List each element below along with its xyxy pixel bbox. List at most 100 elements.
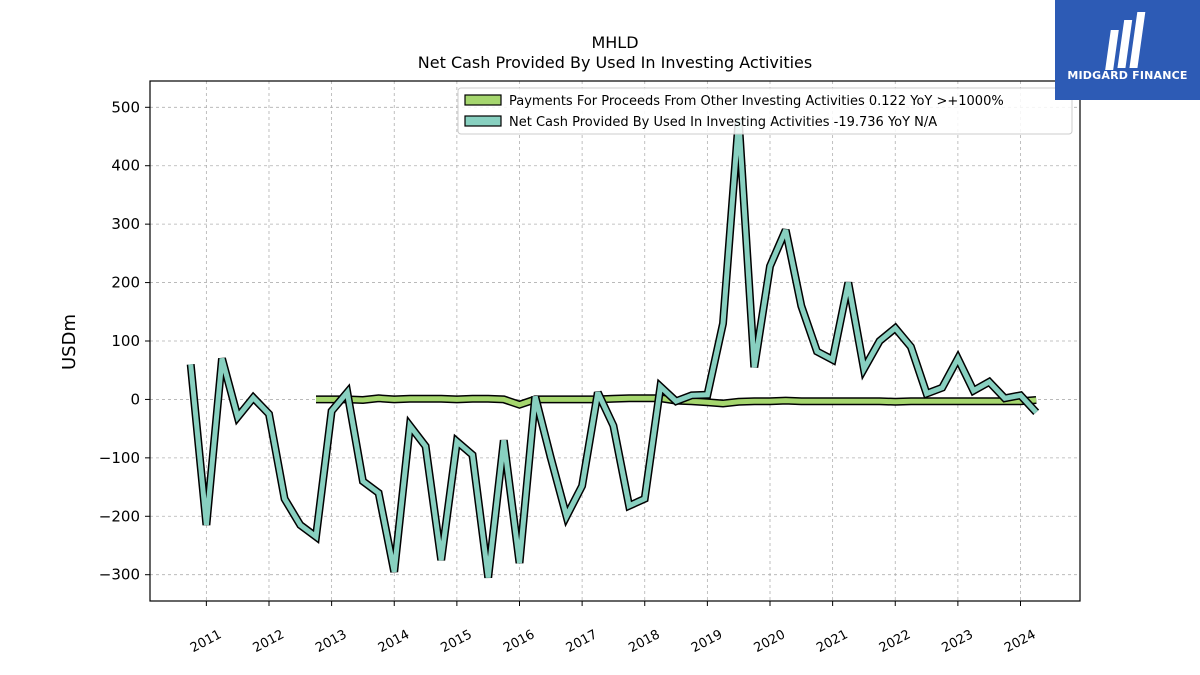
data-point [832,359,833,360]
y-tick-label: 400 [111,157,140,175]
x-tick-label: 2014 [376,627,412,656]
data-point [222,358,223,359]
y-axis: −300 −200 −100 0 100 200 300 400 500 [99,98,150,584]
data-point [456,399,457,400]
data-point [566,516,567,517]
data-point [535,396,536,397]
data-point [190,364,191,365]
data-point [832,401,833,402]
legend-box [457,87,1073,135]
data-point [989,381,990,382]
data-point [519,563,520,564]
y-tick-label: 500 [111,98,140,116]
y-tick-label: −100 [99,449,140,467]
data-point [441,398,442,399]
chart-subtitle: Net Cash Provided By Used In Investing A… [418,53,812,72]
data-point [770,266,771,267]
data-point [550,457,551,458]
data-point [863,369,864,370]
data-point [816,351,817,352]
data-point [942,387,943,388]
y-tick-label: 300 [111,215,140,233]
data-point [566,399,567,400]
data-point [331,399,332,400]
data-point [895,401,896,402]
data-point [284,498,285,499]
x-tick-label: 2021 [814,627,850,656]
data-point [362,400,363,401]
x-tick-label: 2023 [939,627,975,656]
data-point [707,394,708,395]
series-layer [186,118,1040,579]
data-point [910,401,911,402]
data-point [347,392,348,393]
data-point [394,399,395,400]
data-point [785,229,786,230]
data-point [253,397,254,398]
data-point [879,341,880,342]
legend: Payments For Proceeds From Other Investi… [457,87,1073,135]
y-tick-label: 200 [111,274,140,292]
data-point [362,481,363,482]
data-point [488,398,489,399]
data-point [394,571,395,572]
data-point [1004,398,1005,399]
data-point [409,425,410,426]
data-point [629,505,630,506]
data-point [770,401,771,402]
legend-label-net-investing: Net Cash Provided By Used In Investing A… [509,115,937,130]
data-point [879,401,880,402]
data-point [1036,400,1037,401]
data-point [206,525,207,526]
data-point [848,282,849,283]
x-tick-label: 2013 [313,627,349,656]
x-tick-label: 2016 [501,627,537,656]
data-point [425,446,426,447]
legend-label-other-investing: Payments For Proceeds From Other Investi… [509,94,1004,109]
data-point [926,393,927,394]
data-point [973,390,974,391]
grid-lines [150,81,1080,601]
data-point [926,401,927,402]
data-point [441,560,442,561]
x-tick-label: 2017 [564,627,600,656]
data-point [237,416,238,417]
x-tick-label: 2015 [438,627,474,656]
midgard-logo-icon [1105,12,1146,70]
data-point [723,323,724,324]
data-point [785,400,786,401]
data-point [472,398,473,399]
data-point [425,398,426,399]
data-point [613,425,614,426]
x-tick-label: 2019 [689,627,725,656]
series-line [188,118,1039,578]
data-point [691,395,692,396]
y-axis-label: USDm [59,314,80,370]
data-point [1036,412,1037,413]
x-tick-label: 2018 [626,627,662,656]
chart-title: MHLD [591,33,638,52]
data-point [957,401,958,402]
data-point [676,401,677,402]
data-point [582,399,583,400]
data-point [942,401,943,402]
data-point [300,525,301,526]
brand-name: MIDGARD FINANCE [1067,69,1188,82]
data-point [801,401,802,402]
brand-logo: MIDGARD FINANCE [1055,0,1200,100]
data-point [895,328,896,329]
data-point [848,401,849,402]
data-point [582,485,583,486]
data-point [910,346,911,347]
x-tick-label: 2024 [1002,627,1038,656]
x-tick-label: 2020 [752,627,788,656]
data-point [472,454,473,455]
y-tick-label: −300 [99,566,140,584]
x-axis: 2011 2012 2013 2014 2015 2016 2017 2018 2019 2020… [188,601,1038,656]
data-point [409,398,410,399]
data-point [660,386,661,387]
data-point [315,536,316,537]
data-point [503,440,504,441]
data-point [863,401,864,402]
